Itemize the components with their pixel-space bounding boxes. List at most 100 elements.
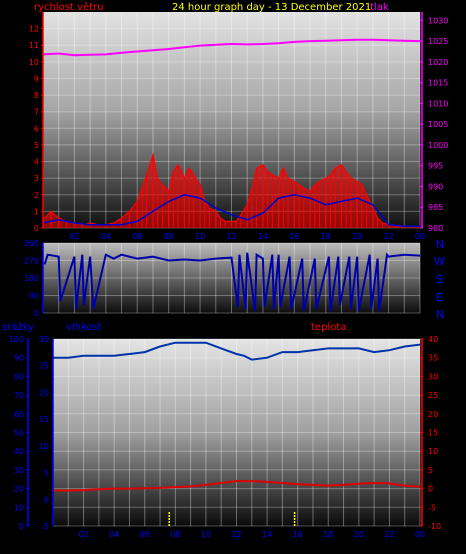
humidity-line xyxy=(53,341,420,361)
wind-direction-series xyxy=(43,252,420,312)
pressure-y-tick-label: 1005 xyxy=(428,120,448,129)
top-x-tick-label: 08 xyxy=(164,232,174,241)
rain-label: srážky xyxy=(2,321,34,333)
humidity-temperature-series xyxy=(53,341,420,526)
top-x-tick-label: 10 xyxy=(195,232,205,241)
humidity-temperature-grid xyxy=(53,338,421,527)
humidity-y-tick-label: 20 xyxy=(39,388,49,397)
top-x-tick-label: 14 xyxy=(258,232,268,241)
wind-speed-line xyxy=(43,152,420,227)
top-x-tick-label: 12 xyxy=(226,232,236,241)
temperature-y-tick-label: 35 xyxy=(428,354,438,363)
pressure-line xyxy=(43,38,420,57)
top-x-tick-label: 00 xyxy=(415,232,425,241)
compass-label-w: W xyxy=(434,255,445,268)
wind-y-tick-label: 7 xyxy=(34,108,39,117)
direction-y-tick-label: 0 xyxy=(34,309,39,318)
rain-y-tick-label: 100 xyxy=(9,335,24,344)
bottom-x-tick-label: 06 xyxy=(140,530,150,539)
rain-y-tick-label: 80 xyxy=(14,372,24,381)
humidity-y-tick-label: -5 xyxy=(41,522,49,531)
humidity-y-tick-label: 5 xyxy=(44,469,49,478)
wind-y-tick-label: 1 xyxy=(34,207,39,216)
wind-y-tick-label: 0 xyxy=(34,224,39,233)
rain-y-tick-label: 60 xyxy=(14,410,24,419)
pressure-y-tick-label: 990 xyxy=(428,182,443,191)
top-x-tick-label: 16 xyxy=(289,232,299,241)
pressure-y-tick-label: 1020 xyxy=(428,58,448,67)
wind-average-line xyxy=(43,194,420,228)
top-x-tick-label: 18 xyxy=(321,232,331,241)
temperature-line xyxy=(53,480,420,492)
compass-label-n1: N xyxy=(436,238,444,251)
compass-label-n2: N xyxy=(436,308,444,321)
bottom-x-tick-label: 16 xyxy=(293,530,303,539)
pressure-y-tick-label: 995 xyxy=(428,162,443,171)
humidity-label: vlhkost xyxy=(66,322,102,333)
bottom-x-tick-label: 14 xyxy=(262,530,272,539)
rain-y-tick-label: 30 xyxy=(14,466,24,475)
bottom-x-tick-label: 04 xyxy=(109,530,119,539)
direction-y-tick-label: 360 xyxy=(24,239,39,248)
temperature-y-tick-label: 20 xyxy=(428,410,438,419)
bottom-x-tick-label: 22 xyxy=(384,530,394,539)
wind-direction-line xyxy=(43,252,420,312)
wind-pressure-series xyxy=(43,38,420,228)
wind-y-tick-label: 11 xyxy=(29,41,39,50)
humidity-y-tick-label: 10 xyxy=(39,442,49,451)
humidity-y-tick-label: 15 xyxy=(39,415,49,424)
wind-y-tick-label: 5 xyxy=(34,141,39,150)
temperature-y-tick-label: 0 xyxy=(428,485,433,494)
wind-pressure-panel: 0123456789101112980985990995100010051010… xyxy=(29,12,448,241)
top-x-tick-label: 02 xyxy=(69,232,79,241)
humidity-y-tick-label: 30 xyxy=(39,335,49,344)
bottom-x-tick-label: 08 xyxy=(170,530,180,539)
wind-y-tick-label: 9 xyxy=(34,74,39,83)
temperature-y-tick-label: -5 xyxy=(428,503,436,512)
temperature-y-tick-label: 25 xyxy=(428,391,438,400)
rain-y-tick-label: 0 xyxy=(19,522,24,531)
pressure-y-tick-label: 1025 xyxy=(428,37,448,46)
bottom-x-tick-label: 20 xyxy=(354,530,364,539)
wind-speed-label: rychlost větru xyxy=(34,1,104,13)
pressure-label: tlak xyxy=(370,2,389,13)
wind-y-tick-label: 3 xyxy=(34,174,39,183)
pressure-y-tick-label: 1030 xyxy=(428,16,448,25)
pressure-y-tick-label: 985 xyxy=(428,203,443,212)
temperature-y-tick-label: 30 xyxy=(428,372,438,381)
wind-y-tick-label: 2 xyxy=(34,191,39,200)
temperature-y-tick-label: 40 xyxy=(428,335,438,344)
temperature-label: teplota xyxy=(311,322,346,333)
bottom-x-tick-label: 18 xyxy=(323,530,333,539)
top-x-tick-label: 06 xyxy=(132,232,142,241)
temperature-y-tick-label: -10 xyxy=(428,522,441,531)
wind-y-tick-label: 10 xyxy=(29,58,39,67)
humidity-y-tick-label: 25 xyxy=(39,362,49,371)
wind-y-tick-label: 6 xyxy=(34,124,39,133)
rain-y-tick-label: 70 xyxy=(14,391,24,400)
direction-y-tick-label: 180 xyxy=(24,274,39,283)
humidity-temperature-panel: -10-505101520253035400102030405060708090… xyxy=(9,335,441,539)
humidity-temperature-axes: -10-505101520253035400102030405060708090… xyxy=(9,335,441,539)
pressure-y-tick-label: 1015 xyxy=(428,79,448,88)
pressure-y-tick-label: 980 xyxy=(428,224,443,233)
pressure-y-tick-label: 1010 xyxy=(428,99,448,108)
rain-y-tick-label: 40 xyxy=(14,447,24,456)
compass-label-s: S xyxy=(436,273,443,286)
rain-y-tick-label: 10 xyxy=(14,503,24,512)
bottom-x-tick-label: 00 xyxy=(415,530,425,539)
compass-label-e: E xyxy=(436,291,443,304)
top-x-tick-label: 20 xyxy=(352,232,362,241)
direction-y-tick-label: 90 xyxy=(29,292,39,301)
rain-y-tick-label: 20 xyxy=(14,485,24,494)
humidity-y-tick-label: 0 xyxy=(44,495,49,504)
rain-y-tick-label: 90 xyxy=(14,354,24,363)
bottom-x-tick-label: 12 xyxy=(231,530,241,539)
graph-title: 24 hour graph day - 13 December 2021 xyxy=(172,2,371,13)
wind-direction-axes: 0 90 180 270 360 xyxy=(24,239,44,318)
top-x-tick-label: 22 xyxy=(383,232,393,241)
direction-y-tick-label: 270 xyxy=(24,257,39,266)
wind-y-tick-label: 8 xyxy=(34,91,39,100)
bottom-x-tick-label: 10 xyxy=(201,530,211,539)
